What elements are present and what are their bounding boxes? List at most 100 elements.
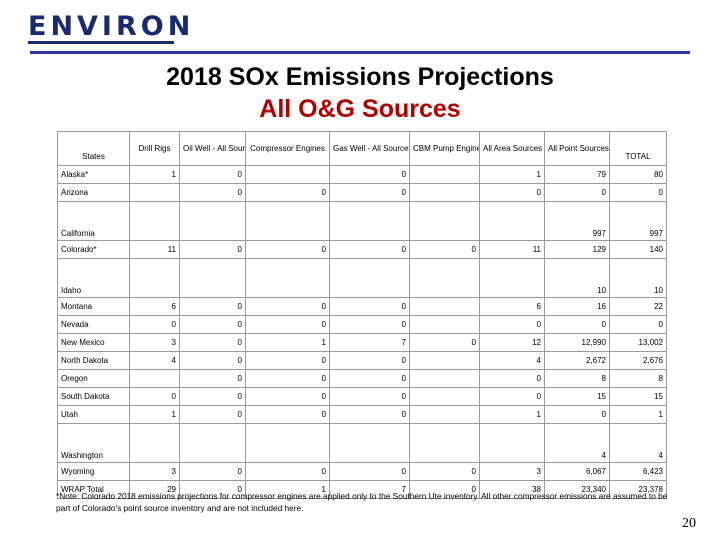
state-cell: Alaska* <box>57 165 130 184</box>
value-cell: 0 <box>479 183 545 202</box>
value-cell <box>129 201 180 241</box>
column-header: States <box>57 131 130 166</box>
state-cell: Idaho <box>57 258 130 298</box>
table-row: Montana 6 0 0 0 6 16 22 <box>57 297 667 316</box>
value-cell: 79 <box>544 165 610 184</box>
value-cell: 0 <box>245 405 330 424</box>
value-cell: 0 <box>329 165 410 184</box>
value-cell: 29 <box>129 480 180 499</box>
value-cell: 0 <box>245 315 330 334</box>
table-row: North Dakota 4 0 0 0 4 2,672 2,676 <box>57 351 667 370</box>
value-cell <box>129 369 180 388</box>
state-cell: WRAP Total <box>57 480 130 499</box>
value-cell <box>409 297 480 316</box>
value-cell: 15 <box>609 387 667 406</box>
slide-subtitle: All O&G Sources <box>259 95 461 123</box>
value-cell: 12,990 <box>544 333 610 352</box>
value-cell: 13,002 <box>609 333 667 352</box>
value-cell: 10 <box>609 258 667 298</box>
value-cell <box>409 183 480 202</box>
table-header-row: States Drill Rigs Oil Well - All Sources… <box>57 131 667 166</box>
value-cell: 16 <box>544 297 610 316</box>
state-cell: Colorado* <box>57 240 130 259</box>
value-cell: 1 <box>129 405 180 424</box>
value-cell <box>245 165 330 184</box>
column-header: Oil Well - All Sources <box>179 131 246 166</box>
column-header: All Area Sources <box>479 131 545 166</box>
value-cell: 22 <box>609 297 667 316</box>
value-cell: 0 <box>409 480 480 499</box>
value-cell: 1 <box>479 165 545 184</box>
value-cell <box>329 423 410 463</box>
value-cell <box>409 315 480 334</box>
table-row: Washington 4 4 <box>57 423 667 463</box>
value-cell: 1 <box>245 333 330 352</box>
table-body: Alaska* 1 0 0 1 79 80 Arizona 0 0 0 0 0 0 California 99… <box>57 165 667 499</box>
slide-title: 2018 SOx Emissions Projections <box>166 63 554 91</box>
value-cell <box>479 258 545 298</box>
value-cell: 12 <box>479 333 545 352</box>
value-cell: 4 <box>609 423 667 463</box>
value-cell: 0 <box>179 480 246 499</box>
value-cell: 8 <box>544 369 610 388</box>
table-row: Nevada 0 0 0 0 0 0 0 <box>57 315 667 334</box>
value-cell: 0 <box>245 462 330 481</box>
value-cell <box>179 201 246 241</box>
column-header: TOTAL <box>609 131 667 166</box>
value-cell: 0 <box>245 183 330 202</box>
value-cell: 0 <box>479 387 545 406</box>
value-cell: 8 <box>609 369 667 388</box>
value-cell <box>409 165 480 184</box>
table-row: Colorado* 11 0 0 0 0 11 129 140 <box>57 240 667 259</box>
value-cell: 11 <box>479 240 545 259</box>
table-row: Alaska* 1 0 0 1 79 80 <box>57 165 667 184</box>
value-cell: 0 <box>609 315 667 334</box>
table-row: Idaho 10 10 <box>57 258 667 298</box>
table-row: South Dakota 0 0 0 0 0 15 15 <box>57 387 667 406</box>
table-row: Arizona 0 0 0 0 0 0 <box>57 183 667 202</box>
value-cell: 23,340 <box>544 480 610 499</box>
value-cell: 0 <box>409 462 480 481</box>
table-row: WRAP Total 29 0 1 7 0 38 23,340 23,378 <box>57 480 667 499</box>
value-cell: 1 <box>245 480 330 499</box>
value-cell <box>129 258 180 298</box>
state-cell: South Dakota <box>57 387 130 406</box>
value-cell: 15 <box>544 387 610 406</box>
page-number: 20 <box>682 516 696 531</box>
value-cell: 0 <box>179 462 246 481</box>
value-cell: 0 <box>179 387 246 406</box>
value-cell: 2,672 <box>544 351 610 370</box>
logo-underline <box>28 41 174 44</box>
environ-logo: ENVIRON <box>28 11 195 42</box>
value-cell <box>409 258 480 298</box>
value-cell: 0 <box>479 369 545 388</box>
value-cell: 0 <box>329 315 410 334</box>
column-header: Drill Rigs <box>129 131 180 166</box>
value-cell <box>409 201 480 241</box>
value-cell: 0 <box>329 240 410 259</box>
value-cell: 0 <box>329 369 410 388</box>
value-cell: 6,423 <box>609 462 667 481</box>
value-cell: 0 <box>245 369 330 388</box>
value-cell <box>245 258 330 298</box>
table-row: Oregon 0 0 0 0 8 8 <box>57 369 667 388</box>
value-cell: 997 <box>609 201 667 241</box>
value-cell: 0 <box>179 351 246 370</box>
value-cell: 6,067 <box>544 462 610 481</box>
value-cell: 1 <box>609 405 667 424</box>
value-cell <box>479 423 545 463</box>
value-cell: 2,676 <box>609 351 667 370</box>
value-cell: 0 <box>329 351 410 370</box>
value-cell: 4 <box>129 351 180 370</box>
value-cell: 10 <box>544 258 610 298</box>
value-cell <box>245 423 330 463</box>
value-cell: 0 <box>544 183 610 202</box>
state-cell: Montana <box>57 297 130 316</box>
column-header: All Point Sources <box>544 131 610 166</box>
value-cell: 0 <box>329 387 410 406</box>
value-cell: 38 <box>479 480 545 499</box>
value-cell <box>409 351 480 370</box>
value-cell <box>245 201 330 241</box>
value-cell <box>129 423 180 463</box>
column-header: CBM Pump Engines <box>409 131 480 166</box>
